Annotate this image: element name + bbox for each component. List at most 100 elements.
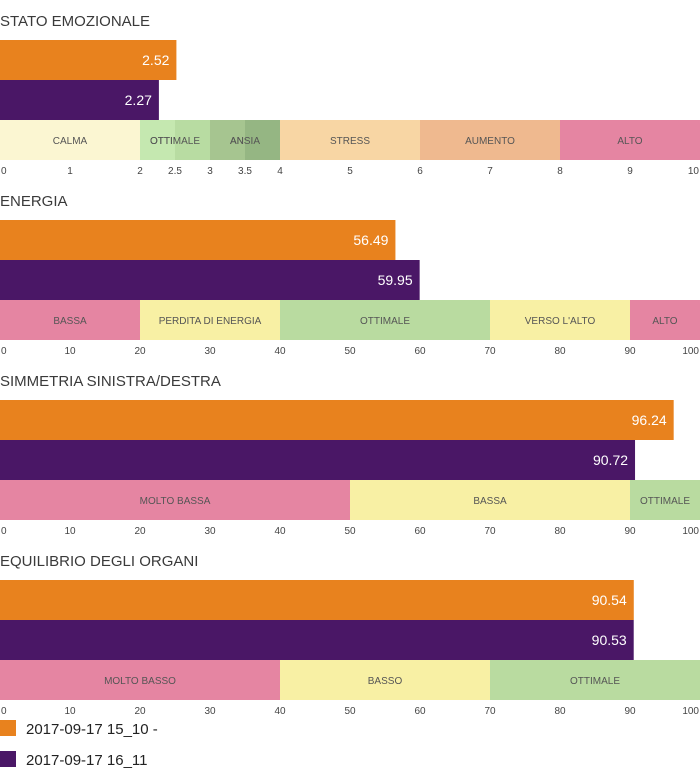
zone-band — [0, 480, 350, 520]
tick-label: 0 — [1, 706, 7, 717]
tick-label: 80 — [554, 706, 566, 717]
zone-label: BASSA — [53, 316, 87, 327]
tick-label: 2.5 — [168, 166, 182, 177]
tick-label: 50 — [344, 346, 356, 357]
zone-label: OTTIMALE — [570, 676, 620, 687]
bar-value-label: 90.54 — [592, 592, 627, 608]
bar — [0, 440, 636, 480]
legend-swatch — [0, 720, 16, 736]
bar-value-label: 2.27 — [125, 92, 152, 108]
zone-subband — [175, 120, 210, 160]
tick-label: 70 — [484, 706, 496, 717]
zone-band — [490, 660, 700, 700]
tick-label: 90 — [624, 526, 636, 537]
bar — [0, 40, 177, 80]
zone-label: ANSIA — [230, 136, 260, 147]
tick-label: 3 — [207, 166, 213, 177]
tick-label: 20 — [134, 706, 146, 717]
zone-label: OTTIMALE — [150, 136, 200, 147]
zone-band — [0, 660, 280, 700]
tick-label: 20 — [134, 526, 146, 537]
tick-label: 20 — [134, 346, 146, 357]
tick-label: 100 — [682, 526, 699, 537]
tick-label: 10 — [64, 706, 76, 717]
legend-label: 2017-09-17 16_11 — [26, 752, 148, 769]
zone-band — [140, 300, 280, 340]
tick-label: 60 — [414, 346, 426, 357]
tick-label: 40 — [274, 526, 286, 537]
tick-label: 50 — [344, 706, 356, 717]
tick-label: 80 — [554, 526, 566, 537]
zone-label: OTTIMALE — [360, 316, 410, 327]
tick-label: 80 — [554, 346, 566, 357]
chart-title: ENERGIA — [0, 193, 68, 210]
zone-band — [630, 300, 700, 340]
zone-subband — [245, 120, 280, 160]
tick-label: 30 — [204, 706, 216, 717]
zone-label: OTTIMALE — [640, 496, 690, 507]
zone-band — [490, 300, 630, 340]
bar-value-label: 90.72 — [593, 452, 628, 468]
tick-label: 9 — [627, 166, 633, 177]
chart-title: SIMMETRIA SINISTRA/DESTRA — [0, 373, 221, 390]
tick-label: 5 — [347, 166, 353, 177]
chart-title: EQUILIBRIO DEGLI ORGANI — [0, 553, 198, 570]
bar-value-label: 59.95 — [378, 272, 413, 288]
bar-value-label: 56.49 — [353, 232, 388, 248]
tick-label: 0 — [1, 346, 7, 357]
tick-label: 100 — [682, 706, 699, 717]
bar-value-label: 2.52 — [142, 52, 169, 68]
tick-label: 4 — [277, 166, 283, 177]
legend-swatch — [0, 751, 16, 767]
chart-title: STATO EMOZIONALE — [0, 13, 150, 30]
tick-label: 60 — [414, 526, 426, 537]
zone-band — [0, 120, 140, 160]
zone-band — [280, 120, 420, 160]
tick-label: 8 — [557, 166, 563, 177]
tick-label: 50 — [344, 526, 356, 537]
tick-label: 10 — [688, 166, 700, 177]
tick-label: 90 — [624, 706, 636, 717]
tick-label: 60 — [414, 706, 426, 717]
bar — [0, 620, 634, 660]
zone-label: MOLTO BASSO — [104, 676, 176, 687]
bar — [0, 260, 420, 300]
zone-band — [350, 480, 630, 520]
tick-label: 100 — [682, 346, 699, 357]
bar-value-label: 96.24 — [632, 412, 667, 428]
zone-label: CALMA — [53, 136, 88, 147]
tick-label: 6 — [417, 166, 423, 177]
tick-label: 7 — [487, 166, 493, 177]
zone-label: BASSO — [368, 676, 403, 687]
bar — [0, 220, 396, 260]
zone-label: BASSA — [473, 496, 507, 507]
bar — [0, 580, 634, 620]
tick-label: 30 — [204, 346, 216, 357]
tick-label: 40 — [274, 706, 286, 717]
zone-label: STRESS — [330, 136, 370, 147]
bar — [0, 80, 159, 120]
tick-label: 40 — [274, 346, 286, 357]
tick-label: 10 — [64, 346, 76, 357]
bar-value-label: 90.53 — [592, 632, 627, 648]
zone-band — [280, 300, 490, 340]
tick-label: 0 — [1, 526, 7, 537]
bar — [0, 400, 674, 440]
zone-band — [420, 120, 560, 160]
zone-label: ALTO — [652, 316, 677, 327]
tick-label: 0 — [1, 166, 7, 177]
tick-label: 90 — [624, 346, 636, 357]
legend-label: 2017-09-17 15_10 - — [26, 721, 158, 738]
zone-label: VERSO L'ALTO — [525, 316, 596, 327]
tick-label: 10 — [64, 526, 76, 537]
zone-band — [0, 300, 140, 340]
tick-label: 70 — [484, 346, 496, 357]
tick-label: 30 — [204, 526, 216, 537]
zone-label: PERDITA DI ENERGIA — [159, 316, 262, 327]
zone-band — [280, 660, 490, 700]
zone-band — [630, 480, 700, 520]
zone-band — [560, 120, 700, 160]
zone-label: MOLTO BASSA — [140, 496, 211, 507]
tick-label: 2 — [137, 166, 143, 177]
